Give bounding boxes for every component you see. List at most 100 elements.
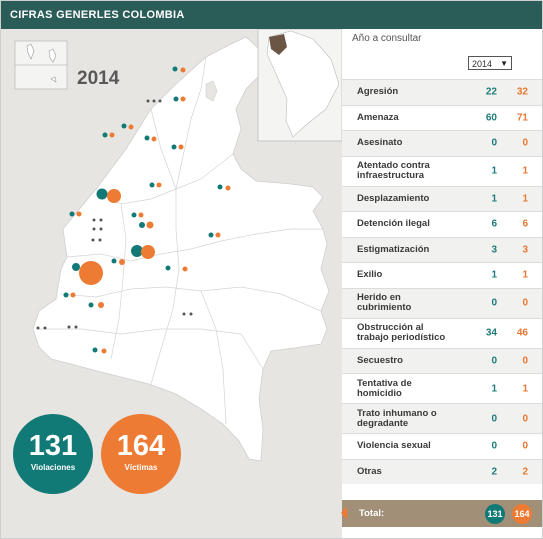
violaciones-marker (131, 212, 137, 218)
row-violaciones: 60 (485, 112, 497, 124)
row-label: Violencia sexual (357, 440, 431, 452)
violaciones-marker (208, 232, 214, 238)
row-label: Exilio (357, 269, 383, 281)
table-row[interactable]: Otras 2 2 (342, 458, 542, 484)
table-row[interactable]: Tentativa de homicidio 1 1 (342, 373, 542, 403)
victimas-marker (180, 67, 186, 73)
table-row[interactable]: Violencia sexual 0 0 (342, 433, 542, 459)
row-victimas: 46 (516, 327, 528, 339)
incident-markers (36, 66, 231, 354)
category-table: Agresión 22 32 Amenaza 60 71 Asesinato 0… (342, 79, 542, 484)
row-violaciones: 0 (491, 413, 497, 424)
map-panel: 2014 131 Violaciones 164 Víctimas (1, 29, 342, 539)
table-row[interactable]: Herido en cubrimiento 0 0 (342, 287, 542, 318)
row-label: Amenaza (357, 111, 399, 123)
violaciones-marker (131, 245, 143, 257)
total-arrow-icon (341, 506, 347, 520)
row-label: Detención ilegal (357, 218, 430, 230)
victimas-marker (215, 232, 221, 238)
victimas-total-value: 164 (116, 430, 166, 462)
stats-panel: Año a consultar 2014 ▼ Agresión 22 32 Am… (341, 29, 542, 538)
lake (205, 80, 218, 102)
violaciones-marker (217, 184, 223, 190)
victimas-marker (138, 212, 144, 218)
row-victimas: 71 (516, 112, 528, 124)
row-label: Tentativa de homicidio (357, 377, 412, 399)
total-row: Total: 131 164 (341, 500, 542, 527)
violaciones-marker (92, 347, 98, 353)
row-violaciones: 22 (485, 86, 497, 98)
victimas-marker (152, 99, 156, 103)
table-row[interactable]: Amenaza 60 71 (342, 104, 542, 131)
row-violaciones: 1 (491, 193, 497, 205)
row-violaciones: 1 (491, 269, 497, 281)
victimas-marker (43, 326, 47, 330)
violaciones-marker (149, 182, 155, 188)
row-victimas: 1 (522, 383, 528, 394)
victimas-marker (119, 259, 125, 265)
year-select[interactable]: 2014 ▼ (468, 56, 512, 70)
table-row[interactable]: Exilio 1 1 (342, 262, 542, 288)
violaciones-marker (172, 66, 178, 72)
table-row[interactable]: Atentado contra infraestructura 1 1 (342, 155, 542, 186)
victimas-marker (99, 218, 103, 222)
row-label: Asesinato (357, 137, 403, 149)
table-row[interactable]: Obstrucción al trabajo periodístico 34 4… (342, 317, 542, 348)
row-label: Desplazamiento (357, 192, 430, 204)
row-victimas: 2 (522, 466, 528, 478)
victimas-marker (79, 261, 103, 285)
row-label: Atentado contra infraestructura (357, 160, 430, 181)
table-row[interactable]: Detención ilegal 6 6 (342, 211, 542, 237)
san-andres-inset (14, 40, 68, 90)
violaciones-marker (67, 325, 71, 329)
victimas-marker (151, 136, 157, 142)
violaciones-marker (36, 326, 40, 330)
violaciones-marker (173, 96, 179, 102)
violaciones-marker (96, 188, 108, 200)
table-row[interactable]: Agresión 22 32 (342, 79, 542, 105)
row-violaciones: 34 (485, 327, 497, 339)
violaciones-marker (158, 99, 162, 103)
row-label: Otras (357, 465, 382, 477)
violaciones-marker (92, 218, 96, 222)
victimas-marker (182, 266, 188, 272)
table-row[interactable]: Asesinato 0 0 (342, 130, 542, 156)
victimas-marker (98, 302, 104, 308)
violaciones-marker (88, 302, 94, 308)
victimas-total-badge: 164 Víctimas (101, 414, 181, 494)
violaciones-marker (91, 238, 95, 242)
victimas-marker (74, 325, 78, 329)
table-row[interactable]: Estigmatización 3 3 (342, 236, 542, 262)
violaciones-total-label: Violaciones (30, 463, 76, 472)
row-violaciones: 1 (491, 383, 497, 394)
row-victimas: 32 (516, 86, 528, 98)
violaciones-marker (102, 132, 108, 138)
victimas-marker (98, 238, 102, 242)
colombia-map[interactable] (1, 29, 342, 539)
table-row[interactable]: Secuestro 0 0 (342, 347, 542, 373)
row-violaciones: 0 (491, 137, 497, 149)
victimas-marker (178, 144, 184, 150)
violaciones-marker (146, 99, 150, 103)
row-violaciones: 0 (491, 440, 497, 452)
total-violaciones-badge: 131 (485, 504, 505, 524)
table-row[interactable]: Trato inhumano o degradante 0 0 (342, 403, 542, 433)
row-victimas: 1 (522, 269, 528, 281)
table-row[interactable]: Desplazamiento 1 1 (342, 185, 542, 211)
violaciones-marker (182, 312, 186, 316)
row-victimas: 0 (522, 440, 528, 452)
violaciones-marker (72, 263, 80, 271)
row-victimas: 1 (522, 193, 528, 205)
total-label: Total: (359, 508, 385, 519)
row-label: Herido en cubrimiento (357, 292, 412, 313)
victimas-marker (156, 182, 162, 188)
row-violaciones: 1 (491, 165, 497, 177)
victimas-marker (70, 292, 76, 298)
year-label: 2014 (77, 68, 120, 89)
row-violaciones: 3 (491, 244, 497, 256)
row-violaciones: 0 (491, 355, 497, 367)
violaciones-total-badge: 131 Violaciones (13, 414, 93, 494)
row-victimas: 0 (522, 413, 528, 424)
violaciones-marker (139, 222, 145, 228)
